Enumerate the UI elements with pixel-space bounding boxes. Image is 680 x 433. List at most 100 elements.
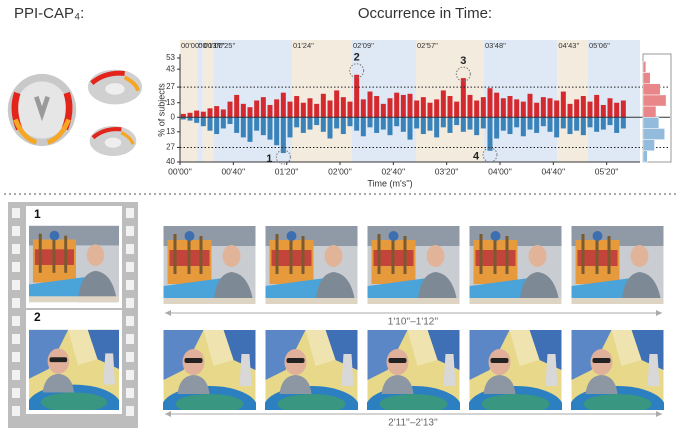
annotation-circle bbox=[349, 63, 365, 79]
marginal-bar bbox=[642, 128, 665, 140]
bar bbox=[580, 117, 586, 136]
bar bbox=[180, 113, 186, 118]
row-caption: 2'11''–2'13'' bbox=[388, 418, 438, 428]
bar bbox=[567, 117, 573, 135]
x-tick-label: 04'00'' bbox=[488, 166, 512, 176]
left-title: PPI-CAP₄: bbox=[14, 5, 84, 22]
bar bbox=[520, 101, 526, 118]
x-tick-label: 02'40'' bbox=[381, 166, 405, 176]
segment bbox=[180, 40, 198, 162]
bar bbox=[600, 104, 606, 118]
x-tick-label: 05'20'' bbox=[595, 166, 619, 176]
annotation-circle bbox=[275, 149, 291, 165]
bar bbox=[514, 99, 520, 118]
bar bbox=[354, 74, 360, 118]
bar bbox=[394, 92, 400, 118]
bar bbox=[460, 78, 466, 118]
bar bbox=[374, 96, 380, 118]
segment-label: 03'48'' bbox=[485, 41, 507, 50]
bar bbox=[434, 99, 440, 118]
bar bbox=[420, 97, 426, 118]
bar bbox=[434, 117, 440, 138]
segment-label: 02'09'' bbox=[353, 41, 375, 50]
x-axis-label: Time (m's'') bbox=[367, 178, 412, 188]
bar bbox=[547, 98, 553, 118]
x-tick-label: 04'40'' bbox=[541, 166, 565, 176]
bar bbox=[554, 100, 560, 118]
bar bbox=[300, 102, 306, 118]
bar bbox=[600, 117, 606, 130]
marginal-bar bbox=[642, 72, 651, 84]
bar bbox=[267, 117, 273, 140]
bar bbox=[294, 117, 300, 128]
bar bbox=[407, 117, 413, 140]
bar bbox=[360, 99, 366, 118]
bar bbox=[414, 100, 420, 118]
still bbox=[163, 226, 256, 304]
segment-label: 02'57'' bbox=[417, 41, 439, 50]
bar bbox=[574, 117, 580, 131]
bar bbox=[607, 117, 613, 126]
bar bbox=[334, 90, 340, 118]
segment bbox=[213, 40, 292, 162]
y-tick-label: 27 bbox=[166, 82, 175, 91]
bar bbox=[207, 117, 213, 131]
bar bbox=[587, 101, 593, 118]
bar bbox=[274, 117, 280, 146]
bar bbox=[540, 117, 546, 127]
bar bbox=[227, 117, 233, 124]
bar bbox=[494, 117, 500, 139]
bar bbox=[480, 117, 486, 129]
still bbox=[265, 330, 358, 410]
y-tick-label: 40 bbox=[166, 157, 175, 166]
y-axis-label: % of subjects bbox=[156, 83, 166, 137]
bar bbox=[500, 117, 506, 131]
bar bbox=[480, 97, 486, 118]
bar bbox=[507, 96, 513, 118]
bar bbox=[287, 101, 293, 118]
bar bbox=[387, 98, 393, 118]
bar bbox=[440, 90, 446, 118]
bar bbox=[180, 117, 186, 120]
bar bbox=[254, 100, 260, 118]
bar bbox=[220, 117, 226, 129]
bar bbox=[314, 103, 320, 118]
marginal-bar bbox=[642, 83, 661, 96]
bar bbox=[334, 117, 340, 129]
bar bbox=[540, 97, 546, 118]
y-tick-label: 0 bbox=[171, 112, 176, 121]
segment bbox=[197, 40, 203, 162]
bar bbox=[460, 117, 466, 132]
bar bbox=[280, 117, 286, 154]
annotation-label: 1 bbox=[266, 153, 272, 165]
y-tick-label: 13 bbox=[166, 98, 175, 107]
row-1: 1'10''–1'12'' bbox=[163, 226, 664, 328]
bar bbox=[454, 117, 460, 126]
bar bbox=[200, 111, 206, 118]
marginal-bar bbox=[642, 150, 648, 163]
bar bbox=[380, 103, 386, 118]
brain-axial bbox=[8, 74, 76, 146]
bar bbox=[234, 94, 240, 118]
bar bbox=[187, 112, 193, 118]
bar bbox=[547, 117, 553, 132]
bar bbox=[607, 98, 613, 118]
x-tick-label: 00'40'' bbox=[221, 166, 245, 176]
annotation-label: 4 bbox=[473, 151, 480, 163]
still bbox=[469, 330, 562, 410]
still bbox=[163, 330, 256, 410]
annotation-circle bbox=[455, 66, 471, 82]
bar bbox=[387, 117, 393, 136]
frame-label: 2 bbox=[34, 310, 41, 324]
bar bbox=[534, 102, 540, 118]
bar bbox=[287, 117, 293, 138]
still bbox=[367, 330, 460, 410]
bar bbox=[514, 117, 520, 128]
bar bbox=[260, 117, 266, 136]
bar bbox=[374, 117, 380, 133]
bar bbox=[274, 99, 280, 118]
bar bbox=[487, 117, 493, 151]
bar bbox=[620, 117, 626, 129]
chart-title: Occurrence in Time: bbox=[358, 5, 492, 22]
bar bbox=[314, 117, 320, 126]
